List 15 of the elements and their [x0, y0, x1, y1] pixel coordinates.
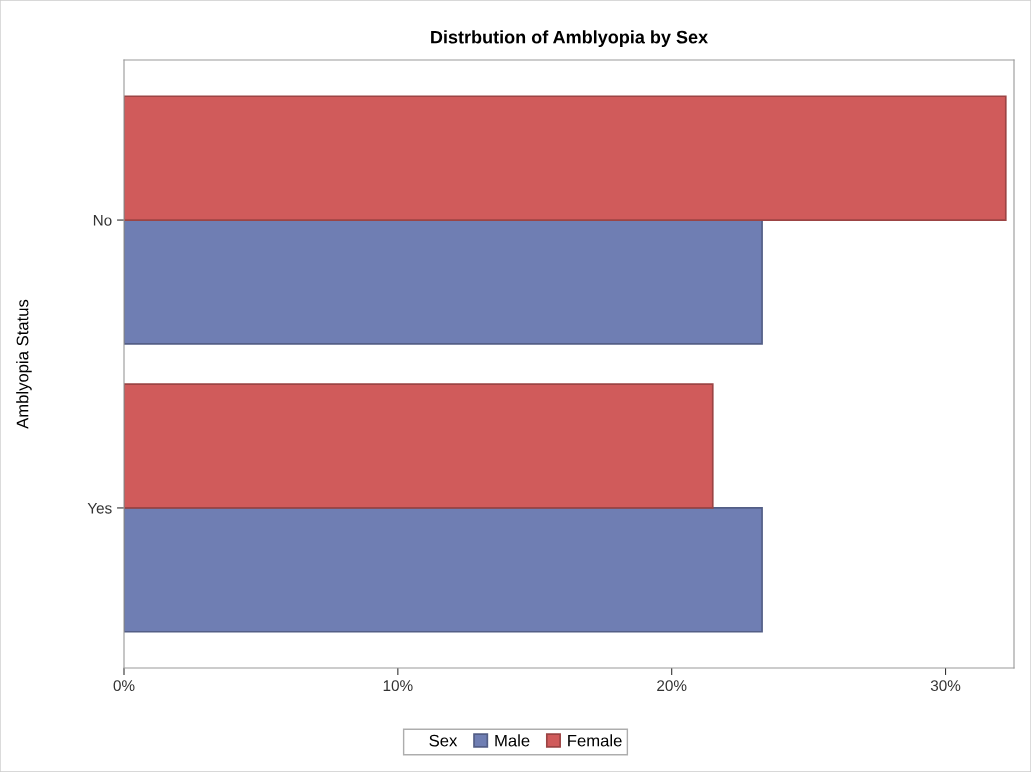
- chart-title: Distrbution of Amblyopia by Sex: [431, 30, 708, 48]
- legend-title: Sex: [429, 734, 458, 747]
- y-axis-title: Amblyopia Status: [16, 299, 32, 429]
- x-tick-label: 10%: [383, 680, 413, 692]
- legend-label: Female: [568, 734, 622, 747]
- bar: [124, 507, 763, 633]
- x-tick-label: 30%: [930, 680, 961, 692]
- x-tick-label: 20%: [657, 680, 687, 692]
- bar: [124, 383, 714, 509]
- x-tick-label: 0%: [113, 680, 135, 692]
- y-tick-label: No: [93, 215, 112, 226]
- bar: [124, 219, 763, 345]
- y-tick-label: Yes: [87, 502, 112, 514]
- bar: [124, 95, 1007, 221]
- legend-label: Male: [495, 734, 530, 747]
